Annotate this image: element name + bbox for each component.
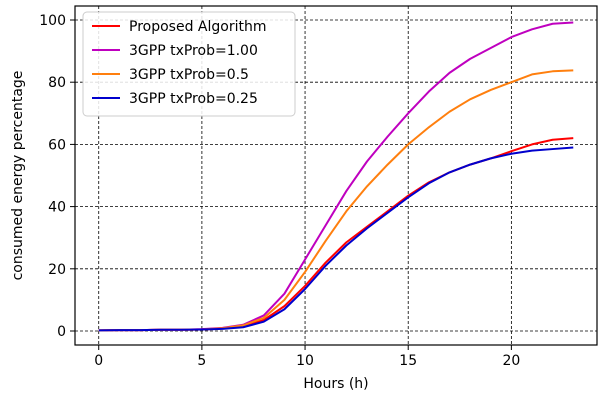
y-axis-label: consumed energy percentage [10, 71, 26, 281]
legend-label: 3GPP txProb=0.5 [129, 67, 249, 83]
legend-label: Proposed Algorithm [129, 19, 266, 35]
x-tick-label: 0 [94, 353, 103, 369]
y-tick-label: 0 [57, 324, 66, 340]
legend-label: 3GPP txProb=1.00 [129, 43, 258, 59]
y-tick-label: 40 [48, 200, 66, 216]
series-line-4 [98, 146, 574, 332]
x-tick-label: 10 [296, 353, 314, 369]
x-tick-label: 15 [399, 353, 417, 369]
series-group [98, 21, 574, 332]
legend-box [82, 11, 296, 117]
legend: Proposed Algorithm 3GPP txProb=1.00 3GPP t… [82, 11, 296, 117]
y-tick-label: 80 [48, 75, 66, 91]
y-tick-label: 20 [48, 262, 66, 278]
x-tick-label: 20 [502, 353, 520, 369]
x-axis-label: Hours (h) [303, 376, 368, 392]
y-tick-label: 100 [39, 13, 66, 29]
legend-label: 3GPP txProb=0.25 [129, 91, 258, 107]
y-tick-label: 60 [48, 137, 66, 153]
ticks: 0 5 10 15 20 0 20 40 60 80 100 [39, 13, 520, 369]
x-tick-label: 5 [197, 353, 206, 369]
plot-frame [74, 5, 598, 346]
